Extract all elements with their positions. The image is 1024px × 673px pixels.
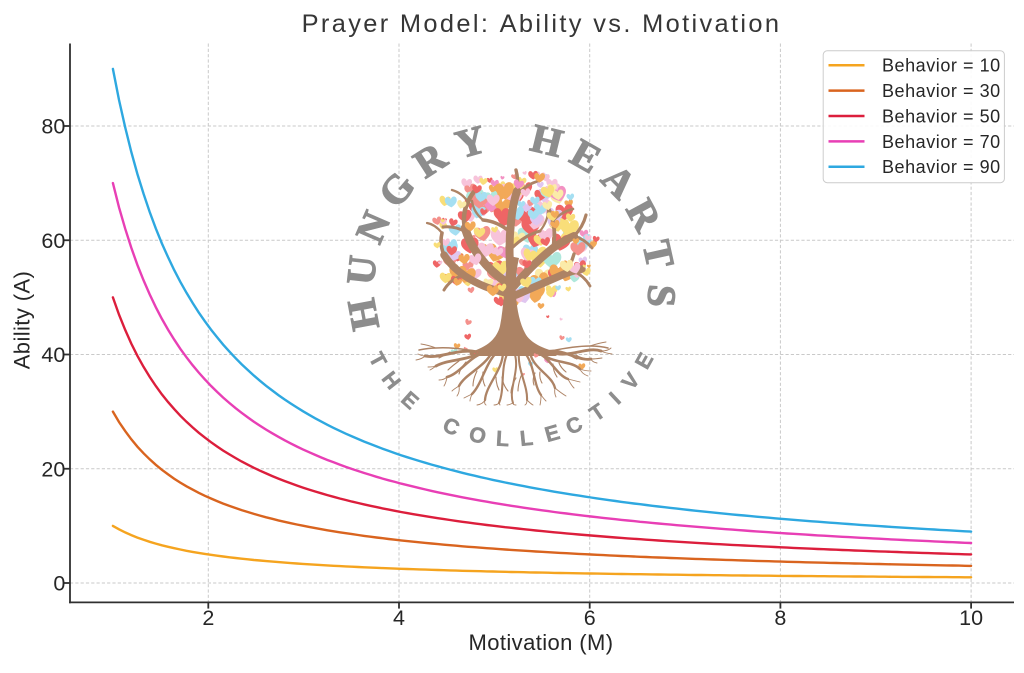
svg-text:2: 2 — [202, 606, 214, 630]
svg-text:Behavior = 10: Behavior = 10 — [882, 56, 1001, 76]
svg-text:Behavior = 50: Behavior = 50 — [882, 106, 1001, 126]
svg-text:20: 20 — [41, 457, 65, 481]
svg-text:Behavior = 90: Behavior = 90 — [882, 157, 1001, 177]
svg-text:Behavior = 70: Behavior = 70 — [882, 132, 1001, 152]
svg-text:Ability (A): Ability (A) — [10, 271, 35, 370]
svg-text:L: L — [519, 426, 534, 451]
svg-text:0: 0 — [53, 572, 65, 596]
svg-text:E: E — [542, 420, 562, 447]
svg-text:Behavior = 30: Behavior = 30 — [882, 81, 1001, 101]
svg-text:10: 10 — [959, 606, 983, 630]
svg-text:O: O — [467, 422, 489, 449]
svg-text:L: L — [495, 427, 510, 452]
svg-text:Motivation (M): Motivation (M) — [469, 630, 614, 655]
svg-text:40: 40 — [41, 343, 65, 367]
svg-text:Prayer Model: Ability vs. Moti: Prayer Model: Ability vs. Motivation — [302, 10, 782, 38]
svg-text:6: 6 — [584, 606, 596, 630]
svg-text:8: 8 — [774, 606, 786, 630]
svg-text:U: U — [337, 253, 385, 287]
svg-text:60: 60 — [41, 229, 65, 253]
svg-text:4: 4 — [393, 606, 405, 630]
svg-text:S: S — [639, 283, 685, 308]
svg-text:80: 80 — [41, 115, 65, 139]
